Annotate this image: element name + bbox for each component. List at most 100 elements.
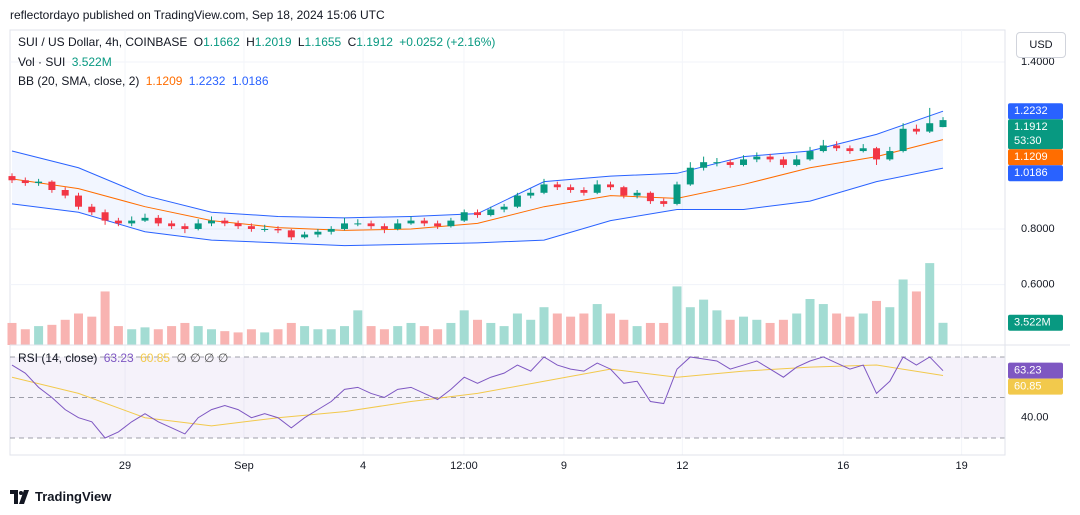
- rsi-legend: RSI (14, close) 63.23 60.85 ∅ ∅ ∅ ∅: [18, 351, 231, 365]
- volume-bar: [606, 313, 616, 345]
- rsi-value: 63.23: [103, 351, 134, 365]
- value-box-label: 53:30: [1014, 135, 1042, 147]
- currency-button[interactable]: USD: [1016, 32, 1066, 58]
- volume-bar: [406, 322, 416, 345]
- l-value: 1.1655: [304, 35, 342, 49]
- candle-body: [806, 151, 814, 160]
- candle-body: [527, 192, 535, 196]
- volume-bar: [739, 316, 749, 345]
- bb-name: BB (20, SMA, close, 2): [18, 74, 140, 88]
- candle-body: [859, 148, 867, 152]
- volume-bar: [433, 329, 443, 345]
- volume-bar: [73, 313, 83, 345]
- candle-body: [926, 123, 934, 132]
- candle-body: [380, 226, 388, 229]
- volume-legend: Vol · SUI 3.522M: [18, 55, 115, 69]
- bb-fill: [11, 111, 944, 246]
- candle-body: [633, 192, 641, 196]
- value-box: [1008, 165, 1063, 182]
- brand-logo: [10, 489, 29, 504]
- candle-body: [567, 187, 575, 191]
- candle-body: [474, 212, 482, 216]
- volume-bar: [925, 263, 935, 345]
- y-tick-label: 0.6000: [1021, 279, 1055, 291]
- volume-bar: [113, 326, 123, 345]
- candle-body: [540, 184, 548, 193]
- volume-bar: [885, 307, 895, 345]
- volume-bar: [366, 326, 376, 345]
- candle-body: [873, 148, 881, 160]
- bb-upper-box: 1.2232: [1008, 103, 1063, 120]
- volume-bar: [659, 322, 669, 345]
- candles: [8, 107, 947, 241]
- h-label: H: [246, 35, 255, 49]
- volume-bar: [685, 307, 695, 345]
- volume-bar: [220, 331, 230, 345]
- volume-bar: [60, 319, 70, 345]
- volume-bar: [552, 313, 562, 345]
- candle-body: [420, 220, 428, 224]
- candle-body: [753, 156, 761, 160]
- candle-body: [447, 220, 455, 227]
- volume-bar: [153, 329, 163, 345]
- value-box-label: 1.2232: [1014, 105, 1048, 117]
- candle-body: [154, 217, 162, 224]
- bb-upper-value: 1.2232: [188, 74, 226, 88]
- rsi-line: [11, 356, 944, 439]
- candle-body: [274, 228, 282, 231]
- volume-bar: [645, 322, 655, 345]
- bb-basis-box: 1.1209: [1008, 149, 1063, 166]
- rsi-tick-label: 40.00: [1021, 412, 1049, 424]
- value-box-label: 1.0186: [1014, 167, 1048, 179]
- volume-bar: [778, 319, 788, 345]
- volume-bar: [379, 329, 389, 345]
- volume-bar: [619, 319, 629, 345]
- candle-body: [673, 184, 681, 204]
- candle-body: [21, 180, 29, 184]
- candle-body: [740, 159, 748, 165]
- candle-body: [766, 156, 774, 160]
- c-label: C: [347, 35, 357, 49]
- volume-bar: [792, 313, 802, 345]
- volume-bar: [459, 310, 469, 345]
- candle-body: [74, 195, 82, 207]
- volume-bar: [805, 299, 815, 345]
- candle-body: [500, 206, 508, 210]
- candle-body: [553, 184, 561, 188]
- y-tick-label: 0.8000: [1021, 223, 1055, 235]
- volume-bar: [260, 332, 270, 345]
- candle-body: [261, 228, 269, 230]
- volume-bar: [832, 313, 842, 345]
- volume-value: 3.522M: [71, 55, 112, 69]
- volume-bar: [246, 329, 256, 345]
- candle-body: [660, 201, 668, 204]
- volume-bar: [7, 322, 17, 345]
- main-legend: SUI / US Dollar, 4h, COINBASE O1.1662 H1…: [18, 35, 498, 49]
- value-box: [1008, 149, 1063, 166]
- value-box: [1008, 119, 1063, 150]
- candle-body: [593, 184, 601, 193]
- volume-name: Vol · SUI: [18, 55, 66, 69]
- x-tick-label: 12: [676, 460, 688, 472]
- bb-basis-value: 1.1209: [145, 74, 183, 88]
- candle-body: [713, 162, 721, 164]
- candle-body: [367, 223, 375, 227]
- candle-body: [607, 184, 615, 188]
- volume-bar: [526, 319, 536, 345]
- x-tick-label: 29: [119, 460, 131, 472]
- o-label: O: [193, 35, 204, 49]
- volume-bar: [180, 322, 190, 345]
- candle-body: [181, 226, 189, 229]
- bb-legend: BB (20, SMA, close, 2) 1.1209 1.2232 1.0…: [18, 74, 272, 88]
- h-value: 1.2019: [254, 35, 292, 49]
- volume-bar: [898, 279, 908, 345]
- x-tick-label: 16: [837, 460, 849, 472]
- volume-bar: [872, 300, 882, 345]
- volume-bar: [286, 322, 296, 345]
- value-box-label: 63.23: [1014, 365, 1042, 377]
- volume-bar: [858, 313, 868, 345]
- o-value: 1.1662: [203, 35, 240, 49]
- symbol-title: SUI / US Dollar, 4h, COINBASE: [18, 35, 188, 49]
